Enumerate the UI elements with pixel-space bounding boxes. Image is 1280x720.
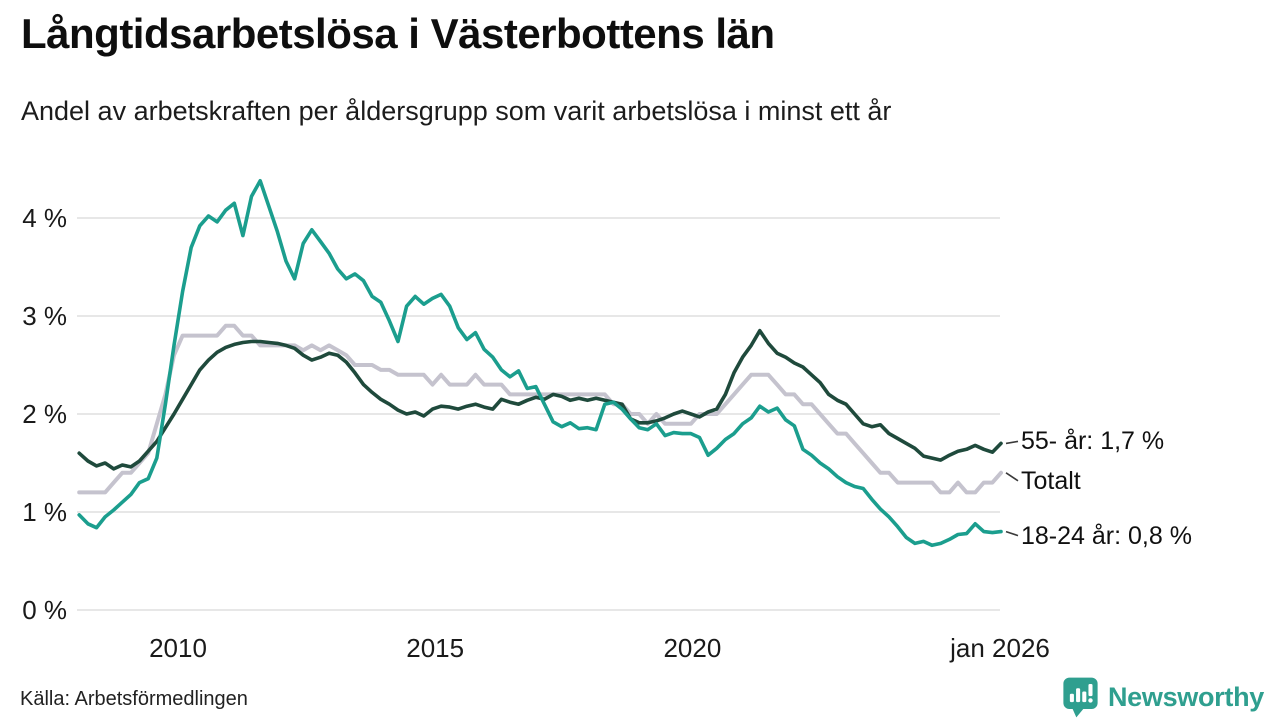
y-axis-tick-label: 3 % <box>22 301 67 331</box>
series-label-totalt: Totalt <box>1021 466 1081 495</box>
series-label-55-ar: 55- år: 1,7 % <box>1021 427 1165 456</box>
brand-name: Newsworthy <box>1107 681 1264 712</box>
y-axis-tick-label: 0 % <box>22 595 67 625</box>
series-label-18-24-ar: 18-24 år: 0,8 % <box>1021 521 1192 550</box>
newsworthy-logo-icon <box>1063 677 1098 718</box>
label-connector <box>1005 440 1019 445</box>
y-axis-tick-label: 1 % <box>22 497 67 527</box>
axis-tick-labels: 0 % 1 % 2 % 3 % 4 % 2010 2015 2020 jan 2026 <box>22 203 1050 663</box>
x-axis-tick-label: jan 2026 <box>949 633 1050 663</box>
series-line-55-ar <box>77 328 1003 471</box>
label-connector <box>1005 530 1019 537</box>
page-title: Långtidsarbetslösa i Västerbottens län <box>21 10 775 57</box>
y-axis-tick-label: 4 % <box>22 203 67 233</box>
gridlines <box>77 217 1000 611</box>
page-subtitle: Andel av arbetskraften per åldersgrupp s… <box>21 96 892 126</box>
source-note: Källa: Arbetsförmedlingen <box>20 688 248 710</box>
series-line-18-24-ar <box>77 179 1003 548</box>
y-axis-tick-label: 2 % <box>22 399 67 429</box>
label-connector <box>1005 472 1019 482</box>
x-axis-tick-label: 2020 <box>663 633 721 663</box>
label-connectors <box>1005 440 1019 537</box>
series-lines <box>77 179 1003 548</box>
x-axis-tick-label: 2010 <box>149 633 207 663</box>
brand-link[interactable]: Newsworthy <box>1062 676 1264 718</box>
x-axis-tick-label: 2015 <box>406 633 464 663</box>
